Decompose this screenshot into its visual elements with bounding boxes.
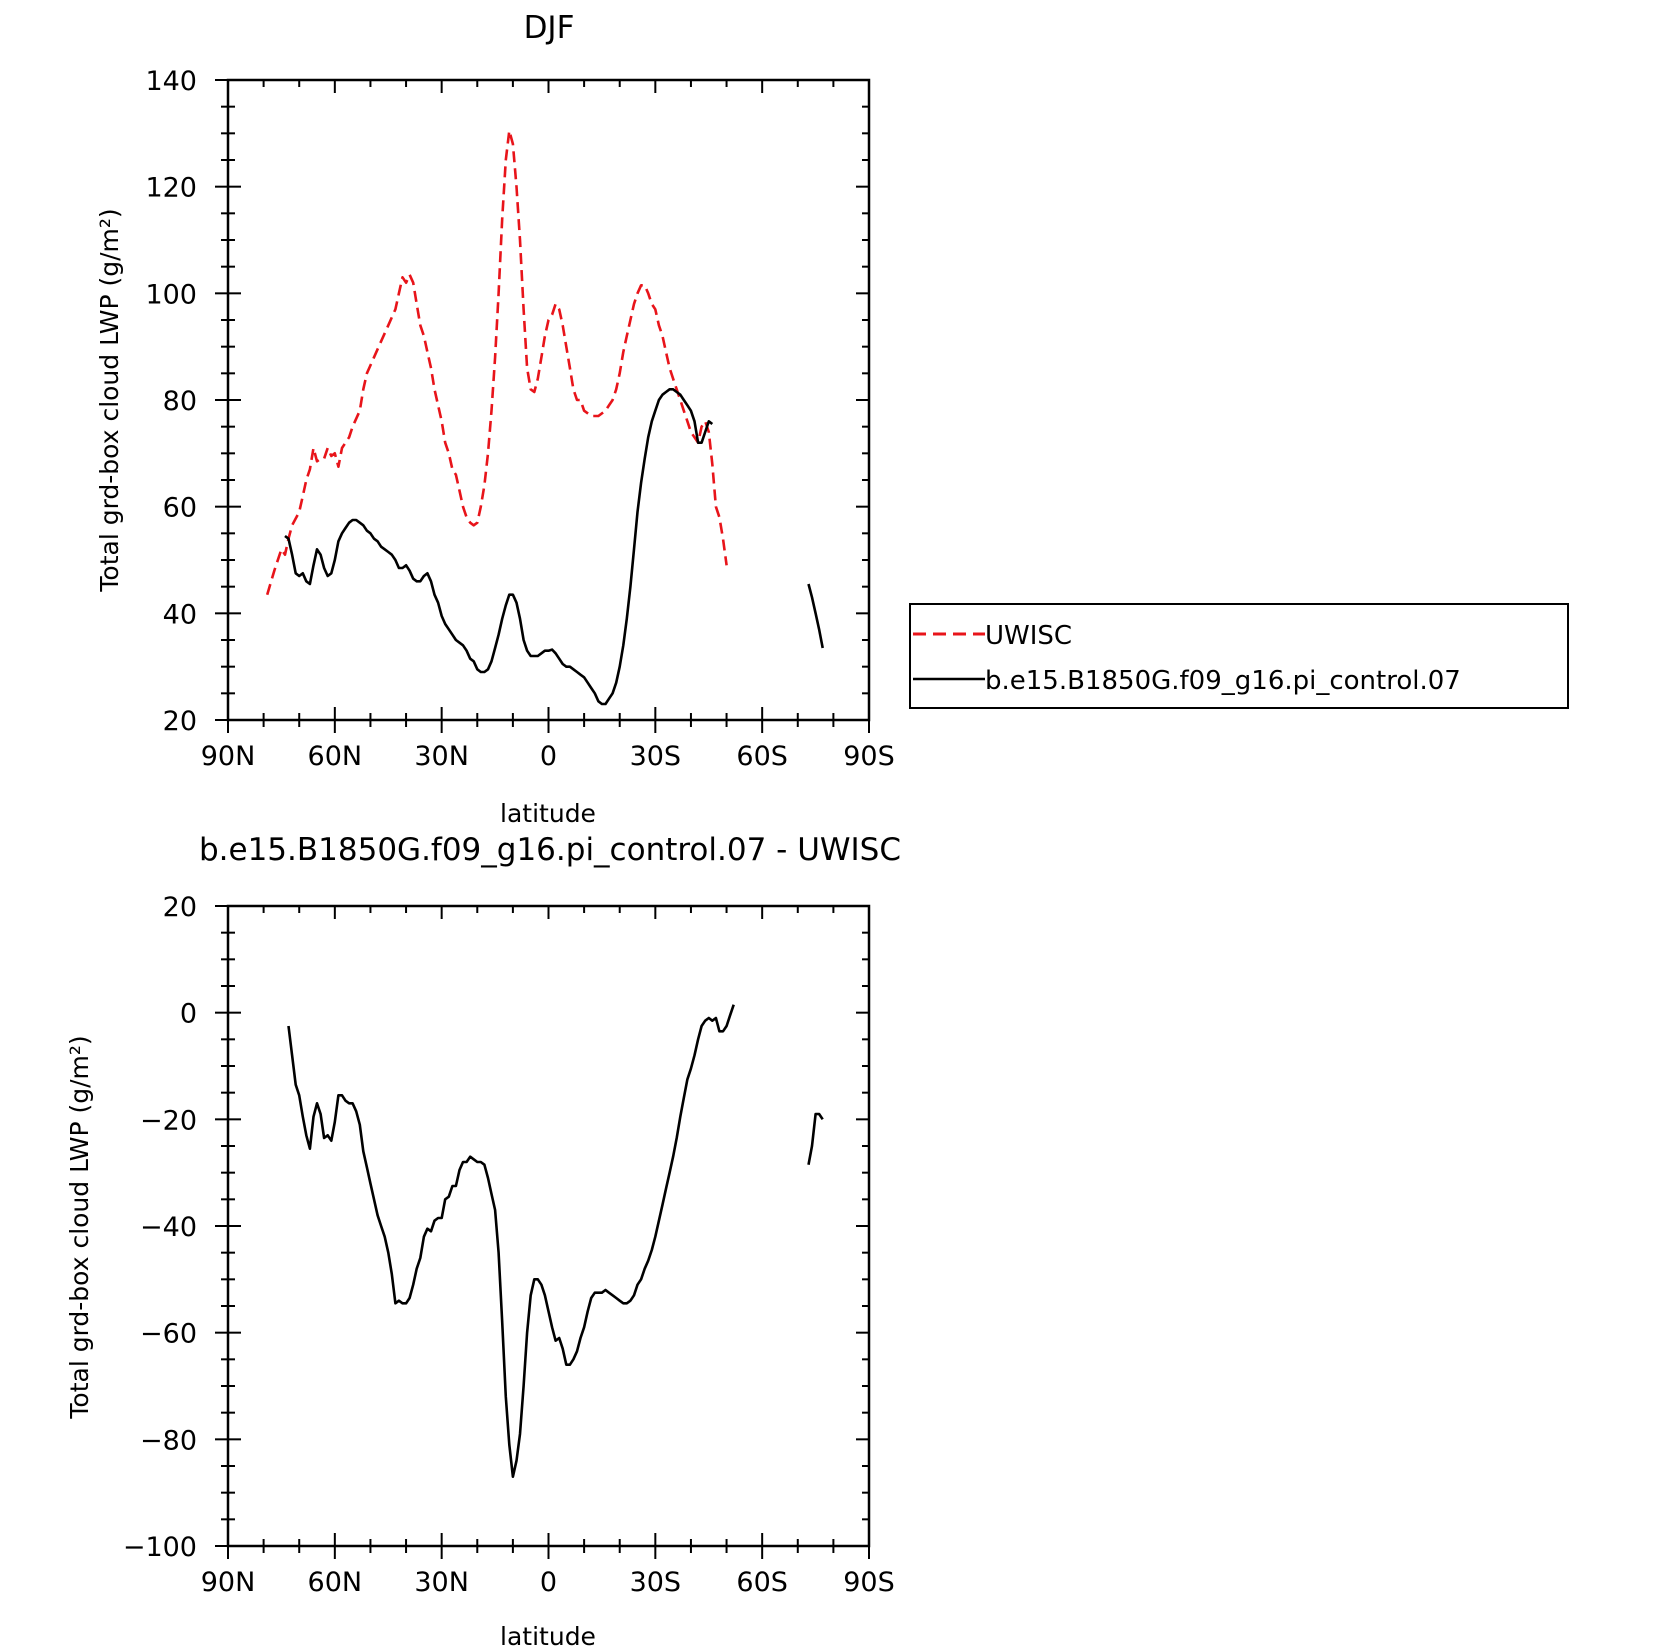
top-series-1-line — [284, 388, 714, 706]
bottom-ytick-label: −80 — [140, 1425, 197, 1456]
top-xtick-label: 60S — [736, 741, 788, 772]
bottom-xtick-label: 90S — [843, 1567, 895, 1598]
bottom-ytick-label: −40 — [140, 1212, 197, 1243]
top-xtick-label: 60N — [308, 741, 363, 772]
bottom-xlabel: latitude — [500, 1622, 596, 1651]
top-plot-frame — [226, 78, 871, 722]
top-tick-labels: 90N 60N 30N 0 30S 60S 90S 20 40 60 80 100 120 140 — [145, 66, 894, 772]
bottom-xtick-label: 60N — [308, 1567, 363, 1598]
bottom-ylabel: Total grd-box cloud LWP (g/m²) — [65, 1035, 94, 1419]
top-axis-ticks — [215, 79, 870, 733]
top-ytick-label: 140 — [145, 66, 197, 97]
bottom-xtick-label: 30S — [630, 1567, 682, 1598]
top-ytick-label: 40 — [163, 599, 197, 630]
top-series-lines — [265, 129, 824, 706]
bottom-series-lines — [287, 1004, 824, 1478]
top-series-1-line — [807, 583, 824, 649]
bottom-ytick-label: −20 — [140, 1105, 197, 1136]
top-series-0-line — [265, 129, 728, 596]
bottom-axis-ticks — [215, 905, 870, 1559]
bottom-series-0-line — [807, 1112, 824, 1165]
top-panel: DJF 90N 60N 30N 0 30S 60S 90S 20 40 60 80 100 120 140… — [95, 10, 1569, 828]
bottom-xtick-label: 30N — [414, 1567, 469, 1598]
bottom-tick-labels: 90N 60N 30N 0 30S 60S 90S −100 −80 −60 −40 −20 0 20 — [123, 892, 895, 1598]
bottom-panel: b.e15.B1850G.f09_g16.pi_control.07 - UWI… — [65, 832, 901, 1651]
bottom-xtick-label: 60S — [736, 1567, 788, 1598]
legend-label-uwisc: UWISC — [985, 621, 1072, 651]
bottom-title: b.e15.B1850G.f09_g16.pi_control.07 - UWI… — [199, 832, 901, 868]
top-xtick-label: 0 — [540, 741, 557, 772]
top-title: DJF — [524, 10, 575, 46]
bottom-series-0-line — [287, 1004, 735, 1478]
bottom-ytick-label: 0 — [180, 999, 197, 1030]
bottom-xtick-label: 90N — [201, 1567, 256, 1598]
top-ytick-label: 100 — [145, 279, 197, 310]
top-ylabel: Total grd-box cloud LWP (g/m²) — [95, 208, 124, 592]
top-ytick-label: 80 — [163, 386, 197, 417]
bottom-xtick-label: 0 — [540, 1567, 557, 1598]
bottom-ytick-label: 20 — [163, 892, 197, 923]
legend-box — [909, 603, 1569, 709]
top-xtick-label: 30S — [630, 741, 682, 772]
bottom-ytick-label: −100 — [123, 1532, 197, 1563]
bottom-ytick-label: −60 — [140, 1319, 197, 1350]
top-xtick-label: 90S — [843, 741, 895, 772]
legend-label-model: b.e15.B1850G.f09_g16.pi_control.07 — [985, 666, 1461, 696]
top-ytick-label: 60 — [163, 493, 197, 524]
top-ytick-label: 20 — [163, 706, 197, 737]
legend: UWISC b.e15.B1850G.f09_g16.pi_control.07 — [909, 603, 1569, 709]
top-ytick-label: 120 — [145, 173, 197, 204]
top-xlabel: latitude — [500, 799, 596, 828]
bottom-plot-frame — [226, 904, 871, 1548]
top-xtick-label: 30N — [414, 741, 469, 772]
top-xtick-label: 90N — [201, 741, 256, 772]
